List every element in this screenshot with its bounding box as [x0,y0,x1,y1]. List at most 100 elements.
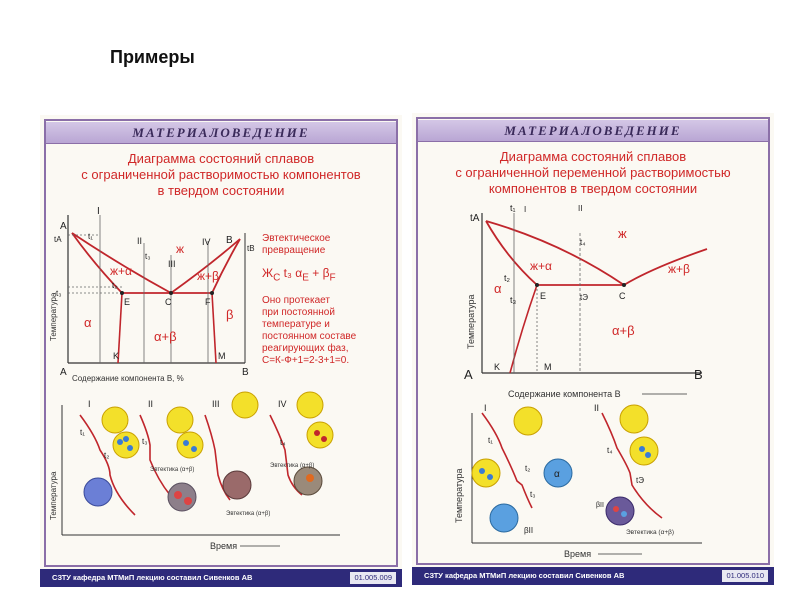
phase-diagram-variable-solubility: tA t₁ I II t₄ t₂ t₃ tЭ E C K M A B ж ж+α… [454,203,708,559]
cool-label-IV: IV [278,399,287,409]
y-axis-label: Температура [466,294,476,349]
reaction-lhs-sub: С [273,272,281,284]
grain-dot [184,497,192,505]
microstructure-eutectic [222,470,252,500]
cool-label-t1: t₁ [80,428,85,437]
eutectic-reaction-equation: ЖС t₃ αE + βF [262,267,336,284]
crystal-dot [117,439,123,445]
reaction-a: α [295,266,303,280]
solidus-curve [485,220,538,286]
cool-y-label: Температура [49,471,58,520]
footer-code: 01.005.009 [350,572,396,584]
label-t2: t₂ [504,273,511,283]
label-IV: IV [202,237,211,247]
x-axis-label: Содержание компонента B, % [72,374,184,383]
label-tB: tB [247,244,255,253]
region-liquid: ж [176,242,184,256]
label-C: C [619,291,626,301]
crystal-dot [479,468,485,474]
desc-line: Оно протекает [262,295,330,306]
cool-label-t1: t₁ [488,436,493,445]
label-t3: t₃ [510,295,517,305]
label-E: E [540,291,546,301]
phase-diagram-eutectic: A tA I t₁ II t₃ III IV B tB t₂ t₃ E C F … [49,206,340,551]
microstructure-crystals-I [471,458,501,488]
solvus-curve [509,284,538,374]
poster-title-line: с ограниченной растворимостью компоненто… [81,167,361,182]
eutectic-label-1: Эвтектика (α+β) [150,467,194,473]
solvus-left [117,292,123,364]
region-liquid-alpha: ж+α [110,264,132,278]
poster-title: Диаграмма состояний сплавов с ограниченн… [422,149,764,197]
poster-footer: СЗТУ кафедра МТМиП лекцию составил Сивен… [40,569,402,587]
poster-title-line: компонентов в твердом состоянии [488,181,698,196]
cooling-curve-I [481,412,533,509]
poster-title-line: Диаграмма состояний сплавов [127,151,315,166]
cool-label-tE: tЭ [636,476,644,485]
poster-title: Диаграмма состояний сплавов с ограниченн… [50,151,392,199]
reaction-lhs: Ж [262,266,274,280]
cool-label-t3: t₃ [530,490,535,499]
microstructure-alpha-beta-II [489,503,519,533]
crystal-dot [487,474,493,480]
desc-line: температуре и [262,319,330,330]
cool-label-I: I [484,403,487,413]
grain-dot [306,474,314,482]
slide-title: Примеры [110,47,195,67]
label-t2: t₂ [112,281,117,290]
point-C [169,291,173,295]
microstructure-liquid-II [166,406,194,434]
microstructure-II-final [167,482,197,512]
liquidus-curve [485,220,708,287]
label-B-bottom: B [242,367,249,378]
grain-dot [174,491,182,499]
desc-line: реагирующих фаз, [262,343,349,354]
region-alpha: α [494,281,502,296]
crystal-dot [191,446,197,452]
eutectic-label: Эвтектика (α+β) [626,529,674,536]
side-line: Эвтектическое [262,233,331,244]
label-II: II [578,204,582,213]
eutectic-description: Оно протекает при постоянной температуре… [262,295,356,367]
cooling-curve-I [79,414,136,516]
microstructure-liquid-I [101,406,129,434]
point-F [210,291,214,295]
crystal-dot [639,446,645,452]
poster-eutectic-diagram: МАТЕРИАЛОВЕДЕНИЕ Диаграмма состояний спл… [40,115,402,587]
footer-text: СЗТУ кафедра МТМиП лекцию составил Сивен… [52,573,253,582]
reaction-b-sub: F [329,272,336,284]
point-C [622,283,626,287]
poster-header: МАТЕРИАЛОВЕДЕНИЕ [46,122,396,144]
footer-text: СЗТУ кафедра МТМиП лекцию составил Сивен… [424,571,625,580]
desc-line: при постоянной [262,307,335,318]
label-tE: tЭ [580,293,588,302]
cool-label-t2: t₂ [525,464,530,473]
label-tA: tA [470,213,480,224]
alpha-grain-label: α [554,469,560,480]
label-I: I [524,205,526,214]
cool-label-t4: t₄ [607,446,613,455]
label-t4: t₄ [580,238,586,247]
reaction-a-sub: E [302,272,309,284]
microstructure-alpha-I [543,458,573,488]
solidus-right [211,238,241,294]
point-E [120,291,124,295]
crystal-dot [127,445,133,451]
microstructure-eutectic-II [605,496,635,526]
crystal-dot [123,436,129,442]
solvus-right [211,292,217,364]
eutectic-reaction-caption: Эвтектическое превращение [262,233,330,257]
grain-dot [613,506,619,512]
label-B: B [694,367,703,382]
region-alpha: α [84,315,92,330]
eutectic-label-3: Эвтектика (α+β) [226,511,270,517]
crystal-dot [314,430,320,436]
desc-line: постоянном составе [262,331,357,342]
region-liquid: ж [618,226,627,241]
cool-label-II: II [148,399,153,409]
cool-label-III: III [212,399,220,409]
desc-line: С=К-Ф+1=2-3+1=0. [262,355,350,366]
label-F: F [205,297,211,307]
y-axis-label: Температура [49,292,58,341]
beta-II-label-2: βII [596,502,604,509]
